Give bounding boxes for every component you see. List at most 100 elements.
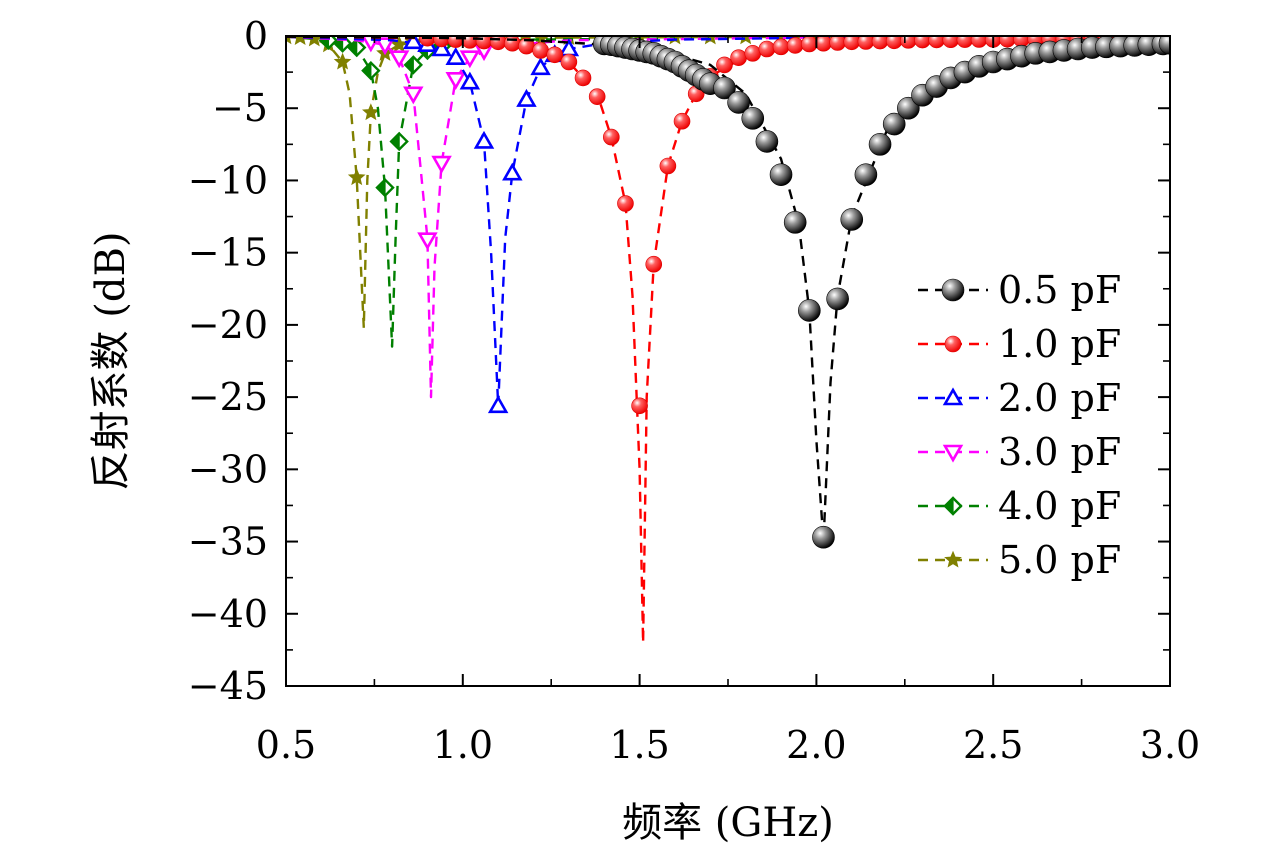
data-point-4-0-pf	[318, 36, 339, 51]
y-axis-title: 反射系数 (dB)	[88, 232, 134, 491]
y-tick-label: −30	[188, 447, 268, 491]
data-point-1-0-pf	[574, 69, 592, 87]
data-point-1-0-pf	[772, 38, 790, 56]
data-point-3-0-pf	[417, 232, 438, 251]
y-tick-label: −10	[188, 158, 268, 202]
data-point-5-0-pf	[347, 168, 366, 186]
y-tick-label: −40	[188, 592, 268, 636]
y-tick-label: −15	[188, 231, 268, 275]
legend-entry-1-0-pf: 1.0 pF	[918, 322, 1121, 366]
series-layer	[286, 36, 1170, 644]
ticks-layer: 0.5 1.0 1.5 2.0 2.5 3.0 0 −5 −10 −15 −20 −25 −30 −35 −…	[188, 14, 1200, 767]
data-point-1-0-pf	[716, 56, 733, 74]
data-point-3-0-pf	[374, 37, 396, 56]
data-point-0-5-pf	[798, 299, 821, 322]
data-point-0-5-pf	[727, 91, 750, 114]
data-point-1-0-pf	[1013, 36, 1030, 48]
data-point-1-0-pf	[560, 53, 578, 71]
legend-label-2-0-pf: 2.0 pF	[998, 376, 1121, 420]
legend-label-0-5-pf: 0.5 pF	[998, 268, 1121, 312]
x-tick-label: 1.0	[433, 723, 493, 767]
series-0-5-pf	[286, 36, 1170, 549]
data-point-1-0-pf	[461, 36, 479, 49]
data-point-1-0-pf	[659, 157, 677, 175]
data-point-3-0-pf	[459, 50, 481, 69]
y-tick-label: −45	[188, 664, 268, 708]
y-tick-label: −5	[212, 86, 268, 130]
data-point-5-0-pf	[333, 52, 352, 70]
legend-entry-0-5-pf: 0.5 pF	[918, 268, 1121, 312]
legend: 0.5 pF 1.0 pF 2.0 pF 3.0 pF 4.0 pF 5.0 pF	[918, 268, 1121, 582]
data-point-1-0-pf	[631, 397, 648, 415]
legend-marker-5-0-pf	[944, 550, 962, 568]
data-point-1-0-pf	[603, 128, 620, 146]
data-point-0-5-pf	[882, 112, 906, 136]
data-point-2-0-pf	[445, 47, 466, 65]
data-point-3-0-pf	[388, 50, 410, 69]
data-point-1-0-pf	[588, 88, 606, 105]
data-point-1-0-pf	[758, 40, 776, 58]
data-point-1-0-pf	[447, 36, 465, 48]
x-axis-title: 频率 (GHz)	[622, 800, 834, 846]
data-point-0-5-pf	[755, 130, 779, 153]
data-point-1-0-pf	[645, 255, 663, 273]
data-point-0-5-pf	[1158, 36, 1170, 55]
legend-entry-3-0-pf: 3.0 pF	[918, 430, 1121, 474]
data-point-0-5-pf	[854, 163, 878, 186]
y-tick-label: −20	[188, 303, 268, 347]
y-tick-label: −25	[188, 375, 268, 419]
data-point-1-0-pf	[617, 195, 634, 212]
legend-entry-2-0-pf: 2.0 pF	[918, 376, 1121, 420]
legend-marker-3-0-pf	[942, 444, 964, 463]
data-point-0-5-pf	[769, 163, 793, 186]
data-point-1-0-pf	[928, 36, 945, 49]
data-point-5-0-pf	[362, 103, 380, 121]
data-point-1-0-pf	[914, 36, 931, 49]
data-point-1-0-pf	[673, 112, 691, 130]
data-point-2-0-pf	[431, 38, 452, 57]
data-point-4-0-pf	[361, 60, 381, 81]
data-point-2-0-pf	[403, 36, 424, 50]
data-point-0-5-pf	[812, 525, 835, 549]
data-point-4-0-pf	[403, 55, 423, 75]
data-point-1-0-pf	[786, 37, 804, 54]
data-point-0-5-pf	[783, 211, 807, 234]
data-point-1-0-pf	[942, 36, 960, 49]
legend-marker-1-0-pf	[944, 335, 962, 353]
data-point-1-0-pf	[730, 49, 747, 66]
legend-marker-4-0-pf	[943, 496, 963, 516]
data-point-1-0-pf	[744, 45, 762, 62]
x-tick-label: 1.5	[609, 723, 669, 767]
data-point-2-0-pf	[487, 395, 509, 414]
data-point-0-5-pf	[713, 76, 736, 100]
data-point-2-0-pf	[516, 88, 537, 107]
data-point-1-0-pf	[546, 46, 564, 64]
data-point-1-0-pf	[970, 36, 988, 48]
y-tick-label: −35	[188, 520, 268, 564]
legend-marker-0-5-pf	[941, 278, 965, 302]
data-point-1-0-pf	[532, 42, 549, 59]
x-tick-label: 2.0	[786, 723, 846, 767]
x-tick-label: 2.5	[963, 723, 1023, 767]
data-point-0-5-pf	[868, 133, 892, 156]
legend-label-1-0-pf: 1.0 pF	[998, 322, 1121, 366]
data-point-0-5-pf	[826, 287, 849, 311]
data-point-3-0-pf	[431, 155, 452, 174]
series-1-0-pf	[286, 36, 1170, 644]
data-point-1-0-pf	[815, 36, 832, 52]
legend-entry-5-0-pf: 5.0 pF	[918, 538, 1121, 582]
legend-label-5-0-pf: 5.0 pF	[998, 538, 1121, 582]
x-tick-label: 0.5	[256, 723, 316, 767]
legend-label-3-0-pf: 3.0 pF	[998, 430, 1121, 474]
data-point-1-0-pf	[801, 36, 818, 53]
data-point-4-0-pf	[389, 131, 409, 152]
legend-label-4-0-pf: 4.0 pF	[998, 484, 1121, 528]
data-point-1-0-pf	[504, 36, 521, 52]
data-point-2-0-pf	[530, 57, 551, 76]
y-tick-label: 0	[244, 14, 268, 58]
data-point-2-0-pf	[459, 71, 481, 90]
data-point-4-0-pf	[347, 37, 367, 58]
data-point-1-0-pf	[956, 36, 974, 48]
